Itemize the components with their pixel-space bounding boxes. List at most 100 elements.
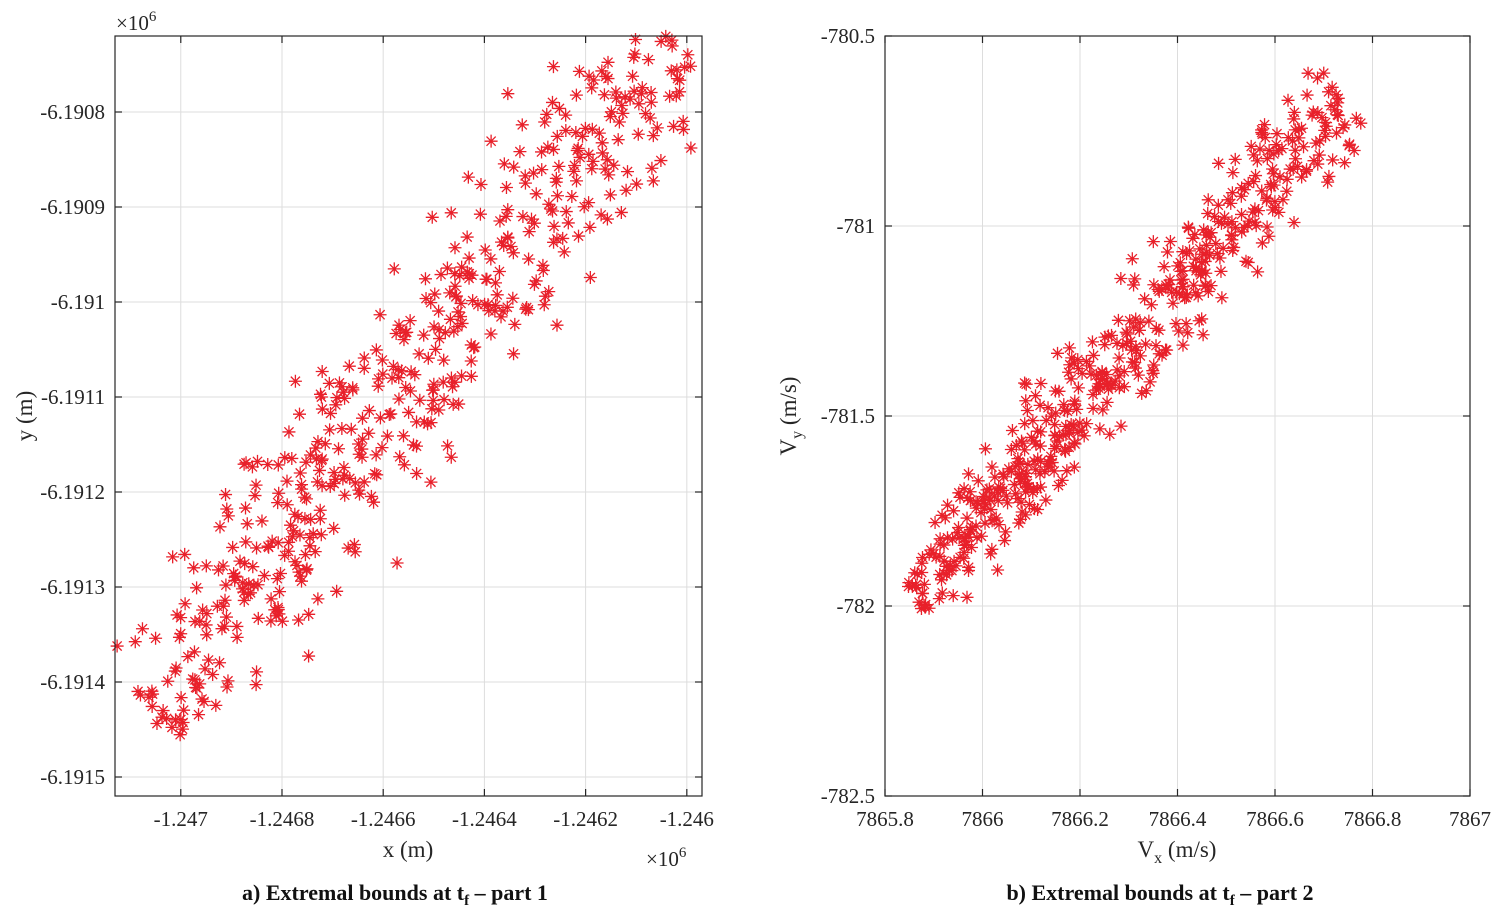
scatter-point: [1019, 394, 1033, 408]
scatter-point: [1172, 324, 1186, 338]
scatter-point: [963, 485, 977, 499]
scatter-point: [978, 442, 992, 456]
scatter-point: [1200, 245, 1214, 259]
scatter-point: [1049, 406, 1063, 420]
scatter-point: [538, 289, 552, 303]
scatter-point: [213, 656, 227, 670]
scatter-point: [396, 429, 410, 443]
scatter-point: [397, 333, 411, 347]
scatter-point: [441, 439, 455, 453]
scatter-point: [355, 442, 369, 456]
scatter-point: [226, 540, 240, 554]
scatter-point: [1287, 112, 1301, 126]
scatter-point: [288, 374, 302, 388]
scatter-point: [1209, 237, 1223, 251]
scatter-point: [282, 535, 296, 549]
scatter-point: [242, 577, 256, 591]
scatter-point: [1241, 255, 1255, 269]
scatter-point: [941, 498, 955, 512]
scatter-point: [1029, 389, 1043, 403]
scatter-point: [957, 532, 971, 546]
scatter-point: [288, 507, 302, 521]
scatter-point: [397, 458, 411, 472]
scatter-point: [1112, 351, 1126, 365]
scatter-point: [410, 439, 424, 453]
scatter-point: [461, 170, 475, 184]
scatter-point: [1127, 320, 1141, 334]
tick-labels-b: 7865.8 7866 7866.2 7866.4 7866.6 7866.8 7867 -7…: [821, 24, 1491, 831]
scatter-point: [929, 550, 943, 564]
scatter-point: [1342, 139, 1356, 153]
scatter-point: [535, 145, 549, 159]
scatter-point: [499, 181, 513, 195]
scatter-point: [1329, 126, 1343, 140]
scatter-point: [403, 314, 417, 328]
scatter-point: [616, 106, 630, 120]
scatter-point: [1018, 443, 1032, 457]
scatter-point: [1201, 285, 1215, 299]
scatter-point: [644, 86, 658, 100]
scatter-point: [1039, 413, 1053, 427]
scatter-point: [1011, 492, 1025, 506]
scatter-point: [962, 467, 976, 481]
scatter-point: [110, 639, 124, 653]
scatter-point: [506, 246, 520, 260]
scatter-point: [635, 81, 649, 95]
scatter-point: [1186, 231, 1200, 245]
scatter-point: [484, 252, 498, 266]
scatter-point: [302, 649, 316, 663]
scatter-point: [387, 262, 401, 276]
scatter-point: [1312, 148, 1326, 162]
scatter-point: [329, 398, 343, 412]
scatter-point: [426, 393, 440, 407]
scatter-point: [412, 347, 426, 361]
scatter-point: [525, 212, 539, 226]
scatter-point: [497, 157, 511, 171]
scatter-point: [493, 214, 507, 228]
scatter-point: [248, 489, 262, 503]
scatter-point: [353, 487, 367, 501]
scatter-point: [1123, 314, 1137, 328]
scatter-point: [1247, 175, 1261, 189]
scatter-point: [202, 653, 216, 667]
scatter-point: [1029, 463, 1043, 477]
scatter-point: [1144, 298, 1158, 312]
scatter-point: [922, 601, 936, 615]
scatter-point: [953, 490, 967, 504]
scatter-point: [278, 451, 292, 465]
scatter-point: [336, 472, 350, 486]
scatter-point: [1262, 229, 1276, 243]
scatter-point: [399, 380, 413, 394]
scatter-point: [402, 405, 416, 419]
scatter-point: [479, 272, 493, 286]
scatter-point: [220, 680, 234, 694]
scatter-point: [1051, 479, 1065, 493]
scatter-point: [1042, 456, 1056, 470]
scatter-point: [1297, 140, 1311, 154]
scatter-point: [550, 189, 564, 203]
scatter-point: [612, 115, 626, 129]
scatter-point: [1179, 317, 1193, 331]
scatter-point: [246, 560, 260, 574]
scatter-point: [1007, 478, 1021, 492]
scatter-point: [1253, 142, 1267, 156]
scatter-point: [1015, 505, 1029, 519]
scatter-point: [1071, 362, 1085, 376]
scatter-point: [1281, 131, 1295, 145]
scatter-point: [1169, 317, 1183, 331]
scatter-point: [1064, 372, 1078, 386]
scatter-point: [455, 369, 469, 383]
scatter-point: [1354, 116, 1368, 130]
scatter-point: [594, 208, 608, 222]
scatter-point: [1228, 152, 1242, 166]
y-tick-label: -6.191: [51, 290, 105, 314]
scatter-point: [621, 165, 635, 179]
scatter-point: [285, 451, 299, 465]
scatter-point: [150, 717, 164, 731]
scatter-point: [281, 544, 295, 558]
scatter-point: [1287, 105, 1301, 119]
scatter-point: [311, 592, 325, 606]
scatter-point: [1309, 136, 1323, 150]
scatter-point: [1031, 424, 1045, 438]
